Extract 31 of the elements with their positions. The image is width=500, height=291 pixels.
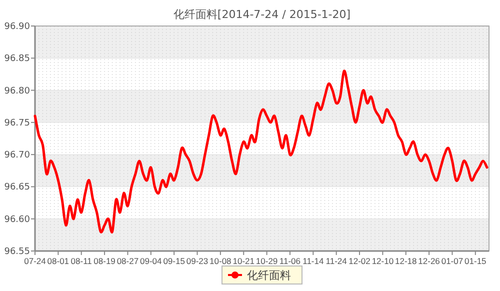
x-tick-label: 08-11 <box>70 256 92 266</box>
x-tick-label: 09-15 <box>163 256 186 266</box>
x-tick-label: 08-27 <box>116 256 139 266</box>
x-tick-label: 01-07 <box>441 256 464 266</box>
x-tick-label: 12-10 <box>372 256 394 266</box>
x-tick-label: 08-19 <box>94 256 116 266</box>
x-tick-label: 12-18 <box>394 256 418 266</box>
x-tick-label: 10-08 <box>210 256 232 266</box>
x-tick-label: 07-24 <box>24 256 46 266</box>
x-tick-label: 08-01 <box>47 256 70 266</box>
x-tick-label: 01-15 <box>464 256 487 266</box>
y-tick-label: 96.65 <box>4 182 30 193</box>
legend-label: 化纤面料 <box>247 269 291 282</box>
y-tick-label: 96.80 <box>4 86 30 96</box>
y-tick-label: 96.60 <box>4 214 30 225</box>
x-tick-label: 12-02 <box>348 256 371 266</box>
x-tick-label: 11-24 <box>326 256 348 266</box>
chart-title: 化纤面料[2014-7-24 / 2015-1-20] <box>173 8 351 21</box>
x-tick-label: 09-04 <box>140 256 162 266</box>
y-tick-label: 96.55 <box>4 247 30 257</box>
y-tick-label: 96.70 <box>4 150 30 161</box>
x-tick-label: 11-06 <box>279 256 301 266</box>
x-tick-label: 10-29 <box>256 256 278 266</box>
x-tick-label: 12-26 <box>418 256 440 266</box>
y-tick-label: 96.75 <box>4 118 30 128</box>
y-tick-label: 96.85 <box>4 54 30 64</box>
x-tick-label: 09-23 <box>186 256 208 266</box>
x-tick-label: 11-14 <box>302 256 324 266</box>
x-tick-label: 10-21 <box>232 256 255 266</box>
y-tick-label: 96.90 <box>4 22 30 32</box>
legend: 化纤面料 <box>222 266 302 284</box>
